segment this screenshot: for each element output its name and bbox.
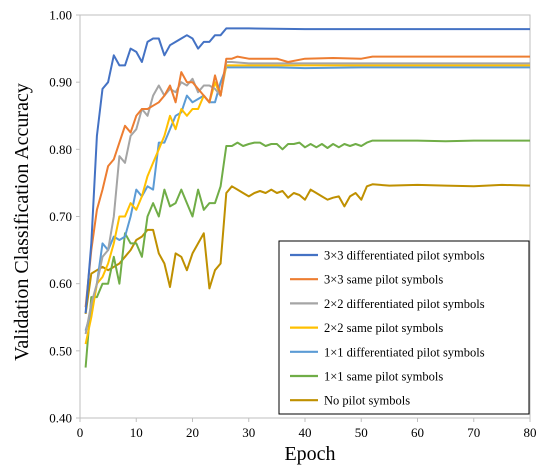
x-tick-label: 50 — [355, 425, 368, 440]
y-tick-label: 0.40 — [49, 411, 72, 426]
x-tick-label: 30 — [242, 425, 255, 440]
x-tick-label: 80 — [524, 425, 537, 440]
series-lines — [84, 27, 531, 368]
legend-box — [278, 240, 530, 415]
series-line-5 — [84, 139, 530, 368]
x-tick-label: 0 — [77, 425, 84, 440]
series-line-6 — [84, 183, 531, 315]
series-line-0 — [84, 27, 530, 314]
legend-label-5: 1×1 same pilot symbols — [324, 370, 443, 384]
x-axis: 0 10 20 30 40 50 60 70 80 — [77, 418, 537, 440]
x-tick-label: 70 — [467, 425, 480, 440]
x-tick-label: 20 — [186, 425, 199, 440]
y-tick-label: 0.50 — [49, 343, 72, 358]
x-tick-label: 60 — [411, 425, 424, 440]
y-tick-label: 0.80 — [49, 142, 72, 157]
y-axis-title: Validation Classification Accuracy — [11, 83, 33, 361]
series-line-1 — [84, 55, 530, 308]
series-line-3 — [84, 64, 530, 345]
series-line-2 — [84, 61, 530, 335]
x-axis-title: Epoch — [284, 443, 335, 465]
legend-label-4: 1×1 differentiated pilot symbols — [324, 345, 485, 359]
x-tick-label: 40 — [299, 425, 312, 440]
y-tick-label: 1.00 — [49, 8, 72, 23]
legend-label-6: No pilot symbols — [324, 394, 410, 408]
y-axis: 0.40 0.50 0.60 0.70 0.80 0.90 1.00 — [49, 8, 80, 426]
y-tick-label: 0.60 — [49, 276, 72, 291]
series-line-4 — [84, 66, 530, 331]
legend-label-2: 2×2 differentiated pilot symbols — [324, 297, 485, 311]
legend: 3×3 differentiated pilot symbols 3×3 same… — [278, 240, 530, 415]
legend-label-3: 2×2 same pilot symbols — [324, 321, 443, 335]
y-tick-label: 0.90 — [49, 75, 72, 90]
x-tick-label: 10 — [130, 425, 143, 440]
legend-label-0: 3×3 differentiated pilot symbols — [324, 249, 485, 263]
y-tick-label: 0.70 — [49, 209, 72, 224]
legend-label-1: 3×3 same pilot symbols — [324, 273, 443, 287]
